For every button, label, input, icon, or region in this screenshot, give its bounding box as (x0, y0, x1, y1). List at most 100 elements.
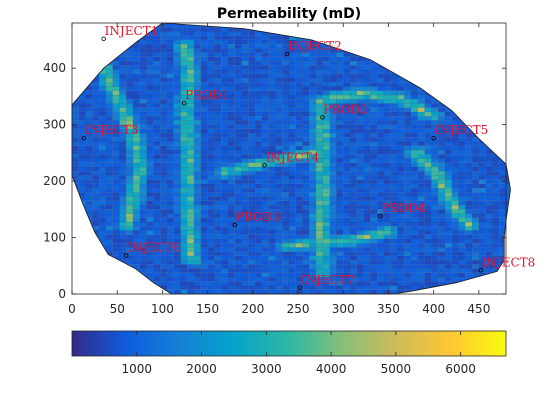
permeability-cell-2187 (132, 149, 140, 155)
permeability-cell-3212 (370, 86, 378, 91)
permeability-cell-1401 (173, 200, 181, 206)
permeability-cell-3558 (478, 65, 486, 70)
permeability-cell-832 (343, 238, 351, 244)
permeability-cell-1508 (451, 196, 459, 201)
permeability-cell-399 (92, 264, 100, 269)
permeability-cell-690 (275, 247, 283, 252)
permeability-cell-2752 (383, 116, 391, 121)
permeability-cell-1763 (390, 179, 398, 185)
permeability-cell-819 (254, 238, 262, 244)
permeability-cell-3313 (160, 77, 168, 83)
permeability-cell-5 (105, 289, 113, 294)
permeability-cell-162 (275, 281, 283, 286)
permeability-cell-2742 (316, 116, 324, 121)
permeability-cell-3601 (322, 60, 330, 66)
permeability-cell-2289 (377, 145, 385, 151)
permeability-cell-3488 (451, 69, 459, 74)
permeability-cell-2600 (248, 124, 256, 129)
permeability-cell-2723 (187, 116, 195, 121)
permeability-cell-1446 (478, 200, 486, 206)
permeability-cell-3228 (478, 86, 486, 91)
permeability-cell-59 (471, 289, 479, 294)
permeability-cell-1049 (471, 226, 479, 231)
permeability-cell-2603 (268, 124, 276, 129)
permeability-cell-4106 (166, 27, 174, 32)
permeability-cell-3747 (417, 52, 425, 57)
permeability-cell-1633 (404, 188, 412, 193)
permeability-cell-2257 (160, 145, 168, 151)
permeability-cell-906 (397, 234, 405, 240)
permeability-cell-2532 (234, 128, 242, 134)
permeability-cell-2915 (146, 103, 154, 108)
permeability-cell-2704 (505, 120, 511, 125)
permeability-cell-1492 (343, 196, 351, 201)
permeability-cell-2997 (254, 99, 262, 104)
permeability-cell-646 (424, 251, 432, 257)
x-axis: 0 50 100 150 200 250 300 350 400 450 (68, 23, 490, 316)
permeability-cell-3984 (234, 35, 242, 41)
permeability-cell-3146 (370, 90, 378, 96)
permeability-cell-4222 (505, 23, 511, 28)
permeability-cell-1632 (397, 188, 405, 193)
permeability-cell-1729 (160, 179, 168, 185)
permeability-cell-3764 (85, 48, 93, 53)
permeability-cell-3642 (153, 56, 161, 62)
permeability-cell-3779 (187, 48, 195, 53)
permeability-cell-3532 (302, 65, 310, 70)
permeability-cell-2687 (390, 120, 398, 125)
permeability-cell-3475 (363, 69, 371, 74)
permeability-cell-292 (261, 272, 269, 278)
permeability-cell-2617 (363, 124, 371, 129)
permeability-cell-877 (200, 234, 208, 240)
permeability-cell-3199 (282, 86, 290, 91)
permeability-cell-2245 (78, 145, 86, 151)
permeability-cell-2312 (85, 141, 93, 146)
permeability-cell-4186 (261, 23, 269, 28)
permeability-cell-2534 (248, 128, 256, 134)
permeability-cell-3329 (268, 77, 276, 83)
permeability-cell-3271 (322, 82, 330, 87)
permeability-cell-2895 (458, 107, 466, 113)
permeability-cell-3664 (302, 56, 310, 62)
permeability-cell-2369 (471, 141, 479, 146)
permeability-cell-1228 (343, 213, 351, 218)
permeability-cell-1515 (499, 196, 507, 201)
permeability-cell-1377 (458, 204, 466, 210)
permeability-cell-996 (112, 226, 120, 231)
permeability-cell-752 (248, 243, 256, 248)
permeability-cell-3840 (153, 44, 161, 49)
permeability-cell-24 (234, 289, 242, 294)
permeability-cell-1809 (254, 175, 262, 180)
permeability-cell-2547 (336, 128, 344, 134)
permeability-cell-1829 (390, 175, 398, 180)
permeability-cell-4174 (180, 23, 188, 28)
permeability-cell-3097 (485, 94, 493, 100)
permeability-cell-133 (78, 281, 86, 286)
permeability-cell-1160 (329, 217, 337, 223)
permeability-cell-2126 (166, 154, 174, 159)
permeability-cell-3786 (234, 48, 242, 53)
permeability-cell-3655 (241, 56, 249, 62)
permeability-cell-1589 (105, 188, 113, 193)
permeability-cell-193 (485, 281, 493, 286)
well-inject5: INJECT5 (431, 123, 488, 141)
permeability-cell-2539 (282, 128, 290, 134)
permeability-cell-1118 (492, 221, 500, 227)
permeability-cell-3638 (126, 56, 134, 62)
permeability-cell-1867 (200, 171, 208, 176)
permeability-cell-2594 (207, 124, 215, 129)
permeability-cell-977 (431, 230, 439, 235)
permeability-cell-3000 (275, 99, 283, 104)
permeability-cell-1495 (363, 196, 371, 201)
permeability-cell-3253 (200, 82, 208, 87)
permeability-cell-3811 (404, 48, 412, 53)
permeability-cell-2159 (390, 154, 398, 159)
permeability-cell-3741 (377, 52, 385, 57)
permeability-cell-1323 (92, 204, 100, 210)
permeability-cell-3777 (173, 48, 181, 53)
permeability-cell-3955 (485, 39, 493, 45)
permeability-cell-697 (322, 247, 330, 252)
permeability-cell-483 (214, 260, 222, 265)
permeability-cell-2176 (505, 154, 511, 159)
permeability-cell-613 (200, 251, 208, 257)
